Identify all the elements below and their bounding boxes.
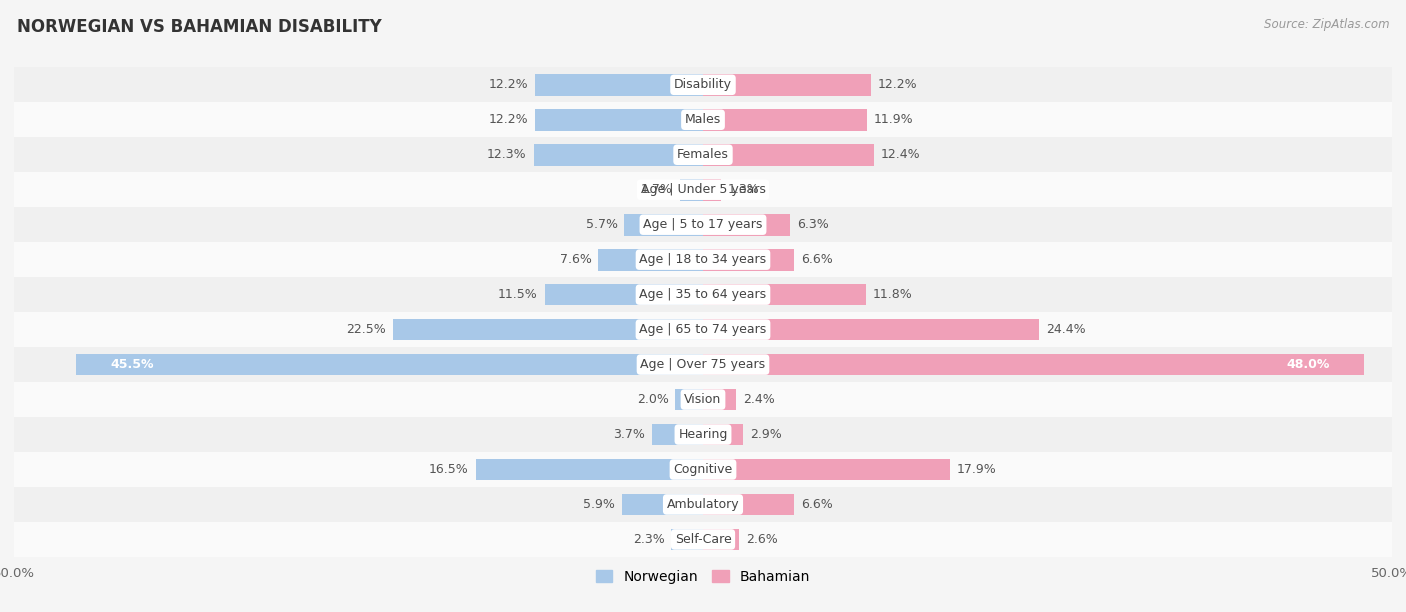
Bar bbox=[621, 494, 703, 515]
Bar bbox=[14, 417, 1392, 452]
Bar bbox=[703, 179, 721, 201]
Text: 48.0%: 48.0% bbox=[1286, 358, 1330, 371]
Text: 12.2%: 12.2% bbox=[488, 113, 529, 126]
Text: 1.3%: 1.3% bbox=[728, 183, 759, 196]
Bar bbox=[703, 319, 1039, 340]
Bar bbox=[703, 458, 949, 480]
Bar bbox=[14, 172, 1392, 207]
Text: 45.5%: 45.5% bbox=[111, 358, 155, 371]
Bar bbox=[475, 458, 703, 480]
Text: 2.9%: 2.9% bbox=[749, 428, 782, 441]
Bar bbox=[14, 452, 1392, 487]
Bar bbox=[671, 529, 703, 550]
Text: Age | 5 to 17 years: Age | 5 to 17 years bbox=[644, 218, 762, 231]
Text: 6.3%: 6.3% bbox=[797, 218, 828, 231]
Bar bbox=[533, 144, 703, 166]
Text: 7.6%: 7.6% bbox=[560, 253, 592, 266]
Bar bbox=[14, 242, 1392, 277]
Text: Ambulatory: Ambulatory bbox=[666, 498, 740, 511]
Bar bbox=[624, 214, 703, 236]
Text: 5.7%: 5.7% bbox=[585, 218, 617, 231]
Text: 2.4%: 2.4% bbox=[742, 393, 775, 406]
Bar bbox=[703, 74, 872, 95]
Bar bbox=[652, 424, 703, 446]
Text: 2.3%: 2.3% bbox=[633, 533, 665, 546]
Text: Vision: Vision bbox=[685, 393, 721, 406]
Bar bbox=[14, 277, 1392, 312]
Text: 12.2%: 12.2% bbox=[488, 78, 529, 91]
Text: 11.5%: 11.5% bbox=[498, 288, 537, 301]
Text: Age | 65 to 74 years: Age | 65 to 74 years bbox=[640, 323, 766, 336]
Bar bbox=[703, 214, 790, 236]
Text: Age | 18 to 34 years: Age | 18 to 34 years bbox=[640, 253, 766, 266]
Bar bbox=[675, 389, 703, 411]
Bar bbox=[14, 102, 1392, 137]
Text: Age | Over 75 years: Age | Over 75 years bbox=[641, 358, 765, 371]
Bar bbox=[14, 382, 1392, 417]
Bar bbox=[703, 494, 794, 515]
Bar bbox=[703, 529, 738, 550]
Bar bbox=[392, 319, 703, 340]
Bar bbox=[703, 284, 866, 305]
Text: Age | 35 to 64 years: Age | 35 to 64 years bbox=[640, 288, 766, 301]
Bar bbox=[14, 207, 1392, 242]
Bar bbox=[703, 424, 742, 446]
Text: 12.2%: 12.2% bbox=[877, 78, 918, 91]
Text: Hearing: Hearing bbox=[678, 428, 728, 441]
Bar bbox=[599, 249, 703, 271]
Bar bbox=[14, 137, 1392, 172]
Legend: Norwegian, Bahamian: Norwegian, Bahamian bbox=[591, 564, 815, 589]
Text: 16.5%: 16.5% bbox=[429, 463, 468, 476]
Bar bbox=[14, 312, 1392, 347]
Text: Females: Females bbox=[678, 148, 728, 161]
Text: NORWEGIAN VS BAHAMIAN DISABILITY: NORWEGIAN VS BAHAMIAN DISABILITY bbox=[17, 18, 381, 36]
Bar bbox=[703, 354, 1364, 375]
Text: 17.9%: 17.9% bbox=[956, 463, 997, 476]
Text: 3.7%: 3.7% bbox=[613, 428, 645, 441]
Bar bbox=[703, 249, 794, 271]
Text: 24.4%: 24.4% bbox=[1046, 323, 1085, 336]
Bar bbox=[703, 389, 737, 411]
Bar bbox=[14, 487, 1392, 522]
Text: Source: ZipAtlas.com: Source: ZipAtlas.com bbox=[1264, 18, 1389, 31]
Text: 5.9%: 5.9% bbox=[583, 498, 614, 511]
Text: 12.3%: 12.3% bbox=[486, 148, 527, 161]
Text: 6.6%: 6.6% bbox=[801, 498, 832, 511]
Bar bbox=[14, 347, 1392, 382]
Bar bbox=[544, 284, 703, 305]
Bar bbox=[14, 67, 1392, 102]
Bar bbox=[14, 522, 1392, 557]
Text: Age | Under 5 years: Age | Under 5 years bbox=[641, 183, 765, 196]
Text: Males: Males bbox=[685, 113, 721, 126]
Bar bbox=[703, 109, 868, 130]
Text: 11.9%: 11.9% bbox=[875, 113, 914, 126]
Bar bbox=[534, 74, 703, 95]
Text: 1.7%: 1.7% bbox=[641, 183, 672, 196]
Text: 11.8%: 11.8% bbox=[873, 288, 912, 301]
Bar bbox=[703, 144, 875, 166]
Text: Self-Care: Self-Care bbox=[675, 533, 731, 546]
Text: 6.6%: 6.6% bbox=[801, 253, 832, 266]
Text: 22.5%: 22.5% bbox=[346, 323, 387, 336]
Text: 2.0%: 2.0% bbox=[637, 393, 669, 406]
Bar bbox=[534, 109, 703, 130]
Text: Disability: Disability bbox=[673, 78, 733, 91]
Text: 2.6%: 2.6% bbox=[745, 533, 778, 546]
Text: 12.4%: 12.4% bbox=[880, 148, 921, 161]
Text: Cognitive: Cognitive bbox=[673, 463, 733, 476]
Bar bbox=[679, 179, 703, 201]
Bar bbox=[76, 354, 703, 375]
